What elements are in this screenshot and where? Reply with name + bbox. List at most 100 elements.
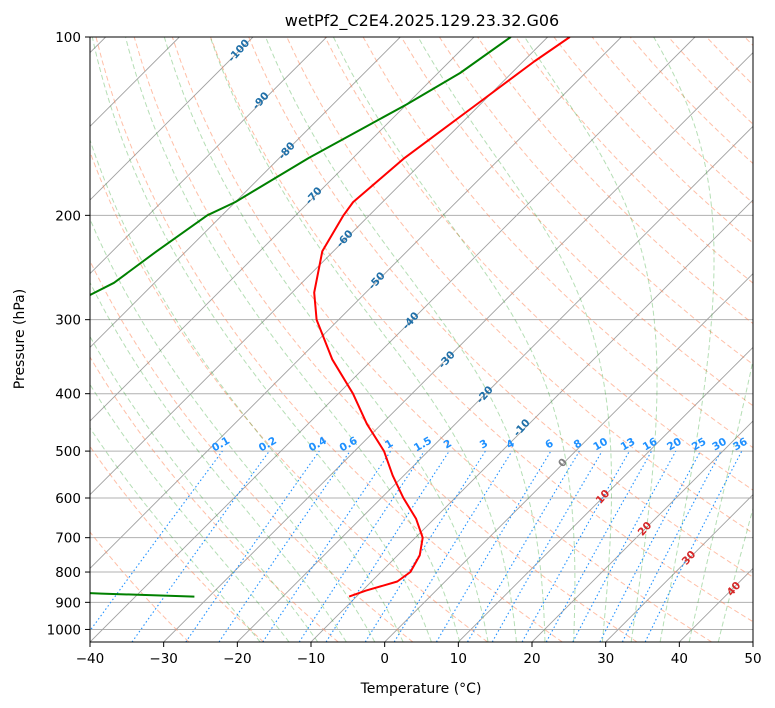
moist-adiabat-line [653,37,715,642]
mixing-ratio-line [90,450,223,632]
x-tick-label: 30 [597,651,614,667]
mixing-ratio-label: 4 [504,437,516,451]
dry-adiabat-line [210,37,753,623]
moist-adiabat-line [90,217,376,642]
dry-adiabat-line [95,37,563,642]
mixing-ratio-line [298,450,425,642]
dewpoint-profile-line [90,37,512,598]
moist-adiabat-line [90,383,290,642]
x-tick-label: −10 [297,651,326,667]
mixing-ratio-line [218,450,351,642]
y-tick-label: 400 [55,387,81,403]
mixing-ratio-line [131,450,270,642]
moist-adiabat-line [265,37,546,642]
moist-adiabat-line [717,506,753,642]
y-axis-label: Pressure (hPa) [12,289,28,389]
temperature-profile-line [313,37,571,598]
dry-adiabat-line [477,37,753,325]
isotherm-line [384,273,753,642]
dry-adiabat-line [591,37,753,204]
x-tick-label: 0 [380,651,389,667]
moist-adiabat-line [163,37,489,642]
dry-adiabat-label: -10 [511,417,533,439]
y-tick-label: 500 [55,444,81,460]
dry-adiabat-line [362,37,753,449]
dry-adiabat-line [668,37,753,125]
isotherm-line [605,494,753,642]
plot-area: 0.1 0.2 0.4 0.6 1 1.5 2 3 4 6 8 10 13 16 20 25 30 36-100-… [90,37,753,642]
x-tick-label: −20 [223,651,252,667]
y-tick-label: 900 [55,595,81,611]
dry-adiabat-line [553,37,753,244]
mixing-ratio-line [435,450,552,642]
dry-adiabat-line [171,37,712,642]
moist-adiabat-line [209,37,517,642]
moist-adiabat-line [90,281,347,642]
mixing-ratio-label: 6 [543,437,555,451]
x-tick-label: 20 [523,651,540,667]
mixing-ratio-line [521,450,630,642]
isotherm-line [679,567,753,642]
y-tick-label: 200 [55,208,81,224]
dry-adiabat-line [90,150,488,642]
mixing-ratio-line [262,450,392,642]
isotherm-line [90,37,548,496]
dry-adiabat-label: -90 [250,90,272,112]
y-tick-label: 100 [55,30,81,46]
isotherm-line [90,37,622,569]
mixing-ratio-label: 1 [383,437,395,451]
y-tick-label: 300 [55,313,81,329]
moist-adiabat-line [332,37,576,642]
isotherm-line [458,346,753,642]
x-tick-label: 10 [450,651,467,667]
mixing-ratio-line [185,450,320,642]
dry-adiabat-line [706,37,753,86]
isotherm-line [90,37,401,348]
dry-adiabat-line [133,37,638,642]
x-axis-label: Temperature (°C) [360,681,482,697]
y-tick-label: 600 [55,491,81,507]
dry-adiabat-line [90,356,339,642]
x-tick-label: 50 [744,651,761,667]
dry-adiabat-line [515,37,753,284]
isotherm-line [163,52,753,642]
axes: −40 −30 −20 −10 0 10 20 30 40 50 100 200 300 400 500 60… [47,30,762,667]
dry-adiabat-label: -70 [303,185,325,207]
chart-title: wetPf2_C2E4.2025.129.23.32.G06 [285,11,559,31]
moist-adiabat-line [90,335,319,642]
isotherm-line [90,37,475,422]
y-tick-label: 800 [55,565,81,581]
dry-adiabat-line [248,37,753,578]
dry-adiabat-line [90,531,190,642]
moist-adiabat-line [688,358,753,642]
y-tick-label: 1000 [47,622,81,638]
mixing-ratio-line [599,450,701,642]
isotherm-line [90,37,696,642]
moist-adiabat-line [90,138,404,642]
x-tick-label: 40 [671,651,688,667]
y-tick-label: 700 [55,531,81,547]
mixing-ratio-line [572,450,677,642]
moist-adiabat-line [90,427,261,642]
moist-adiabat-line [417,37,612,642]
dry-adiabat-line [744,37,753,47]
plot-frame [89,36,754,643]
isotherm-line [531,420,753,642]
isotherm-line [237,125,753,642]
mixing-ratio-line [325,450,450,642]
mixing-ratio-line [393,450,513,642]
x-tick-label: −40 [76,651,105,667]
isotherm-line [90,37,254,201]
moist-adiabat-line [524,37,658,642]
mixing-ratio-line [621,450,722,642]
dry-adiabat-line [400,37,753,407]
x-tick-label: −30 [149,651,178,667]
moist-adiabat-line [91,37,432,642]
mixing-ratio-line [545,450,653,642]
isotherm-line [90,37,327,275]
dry-adiabat-line [90,445,264,642]
mixing-ratio-label: 3 [478,437,490,451]
dry-adiabat-line [324,37,753,491]
isotherm-line [752,641,753,642]
